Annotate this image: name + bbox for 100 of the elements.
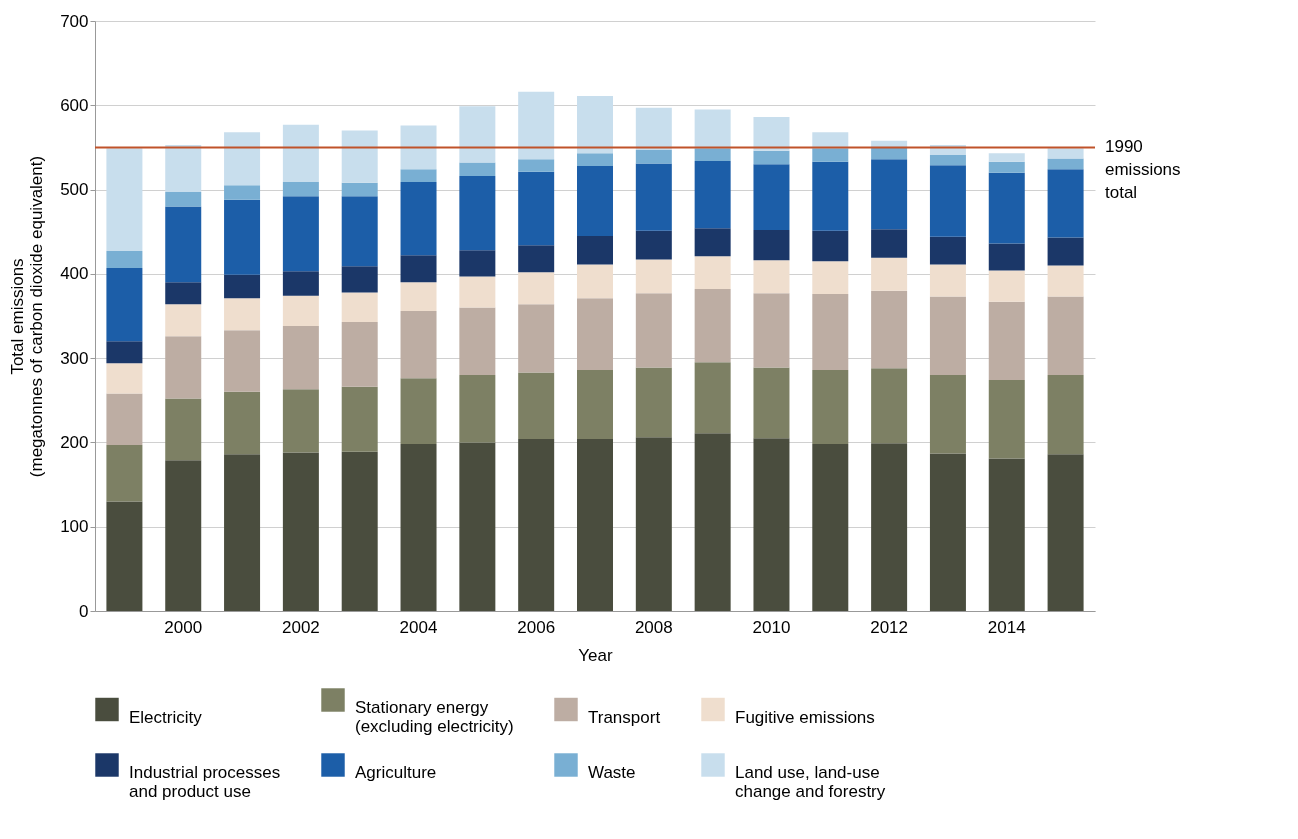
bar (224, 454, 261, 611)
bar (106, 501, 143, 611)
bar (635, 230, 672, 260)
bar (812, 294, 849, 370)
bar (341, 182, 378, 197)
bar (694, 148, 731, 161)
bar (988, 380, 1025, 459)
bar (871, 229, 908, 258)
bar (106, 148, 143, 252)
y-tick-label: 300 (60, 348, 89, 368)
bar (635, 163, 672, 231)
bar (753, 164, 790, 231)
bar (753, 150, 790, 165)
bar (635, 367, 672, 438)
legend-label: Electricity (129, 707, 203, 727)
bar (341, 266, 378, 293)
bar (459, 250, 496, 277)
bar (1047, 265, 1084, 297)
x-tick-label: 2010 (752, 617, 791, 637)
x-tick-label: 2002 (281, 617, 320, 637)
bar (459, 176, 496, 251)
bar (871, 443, 908, 611)
bar (282, 124, 319, 182)
bar (106, 251, 143, 268)
bar (165, 460, 202, 611)
bar (165, 192, 202, 207)
bar (635, 437, 672, 611)
y-tick-label: 600 (60, 95, 89, 115)
bar (224, 274, 261, 299)
bar (224, 132, 261, 186)
bar (635, 293, 672, 368)
bar (518, 272, 555, 305)
bar (400, 444, 437, 611)
bar (988, 153, 1025, 162)
bar (106, 341, 143, 364)
bar (459, 375, 496, 443)
bar (400, 181, 437, 256)
x-tick-label: 2004 (399, 617, 438, 637)
bar (165, 398, 202, 461)
bar (577, 235, 613, 265)
bar (812, 444, 849, 611)
bar (518, 91, 555, 160)
bar (459, 307, 496, 375)
bar (753, 260, 790, 294)
bar (459, 162, 496, 177)
bar (224, 298, 261, 331)
bar (753, 367, 790, 439)
bar (106, 444, 143, 502)
bar (871, 368, 908, 444)
bar (988, 172, 1025, 244)
bar (1047, 375, 1084, 455)
bar (459, 276, 496, 308)
bar (165, 304, 202, 337)
x-tick-label: 2008 (634, 617, 673, 637)
bar (518, 245, 555, 273)
bar (753, 293, 790, 368)
bar (1047, 237, 1084, 266)
bar (165, 206, 202, 283)
bar (400, 125, 437, 170)
bar (929, 453, 966, 611)
bar (577, 153, 613, 166)
bar (400, 310, 437, 379)
legend-label: Transport (588, 707, 661, 727)
bar (577, 298, 613, 370)
y-tick-label: 400 (60, 264, 89, 284)
bar (518, 372, 555, 440)
bar (1047, 148, 1084, 159)
y-tick-label: 0 (79, 601, 89, 621)
bar (988, 161, 1025, 173)
bar (929, 264, 966, 297)
bar (518, 171, 555, 246)
bar (577, 264, 613, 299)
bar (753, 230, 790, 261)
x-axis-title: Year (578, 645, 614, 665)
bar (282, 295, 319, 327)
bar (753, 117, 790, 151)
bar (165, 336, 202, 399)
bar (282, 326, 319, 390)
bar (694, 109, 731, 149)
bar (1047, 454, 1084, 611)
bar (577, 369, 613, 440)
bar (400, 169, 437, 182)
bar (635, 259, 672, 294)
bar (518, 304, 555, 373)
legend-label: Waste (588, 763, 636, 782)
x-tick-label: 2014 (987, 617, 1026, 637)
bar (694, 160, 731, 229)
bar (400, 378, 437, 445)
bar (929, 165, 966, 237)
x-tick-label: 2000 (164, 617, 203, 637)
bar (871, 290, 908, 369)
bar (577, 96, 613, 154)
bar (1047, 158, 1084, 170)
legend-label: Industrial processes and product use (129, 763, 281, 801)
bar (635, 107, 672, 150)
bar (341, 321, 378, 387)
bar (224, 330, 261, 392)
bar (694, 362, 731, 434)
bar (106, 267, 143, 342)
bar (400, 255, 437, 283)
